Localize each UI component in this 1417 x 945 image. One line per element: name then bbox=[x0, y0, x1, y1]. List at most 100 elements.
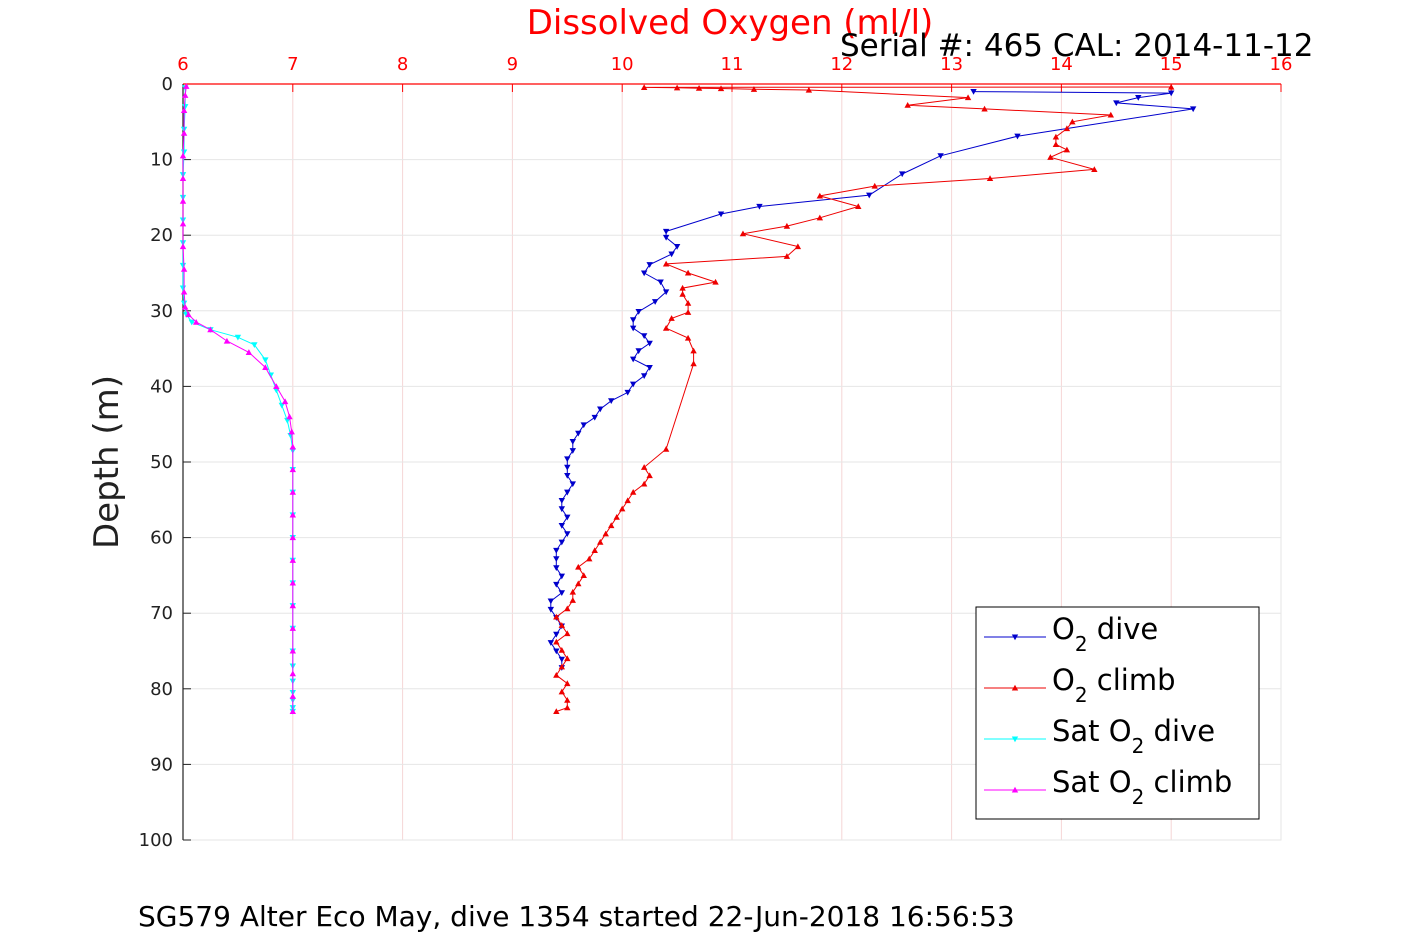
x-tick-label-0: 6 bbox=[177, 54, 188, 75]
y-tick-label-4: 40 bbox=[150, 376, 173, 397]
data-point-sat-climb-28 bbox=[179, 197, 187, 204]
data-point-o2-climb-36 bbox=[668, 315, 675, 321]
data-point-o2-climb-50 bbox=[816, 192, 824, 199]
data-point-o2-dive-46 bbox=[558, 522, 566, 529]
data-point-sat-climb-5 bbox=[289, 602, 296, 609]
data-point-o2-dive-31 bbox=[608, 398, 615, 404]
data-point-o2-dive-4 bbox=[1189, 106, 1197, 113]
y-axis-label: Depth (m) bbox=[87, 375, 127, 549]
data-point-sat-climb-11 bbox=[289, 466, 296, 473]
data-point-sat-dive-19 bbox=[278, 402, 286, 409]
data-point-o2-climb-63 bbox=[964, 94, 972, 101]
data-point-sat-dive-8 bbox=[179, 262, 187, 269]
data-point-o2-climb-52 bbox=[986, 175, 994, 182]
data-point-o2-climb-67 bbox=[695, 84, 703, 91]
legend-marker-o2-dive bbox=[1011, 634, 1019, 641]
data-point-o2-climb-13 bbox=[564, 605, 571, 612]
data-point-o2-climb-35 bbox=[662, 324, 670, 331]
data-point-o2-climb-64 bbox=[805, 86, 813, 93]
data-point-o2-dive-36 bbox=[569, 439, 576, 445]
data-point-o2-climb-31 bbox=[662, 445, 670, 452]
data-point-o2-dive-50 bbox=[553, 556, 560, 562]
y-tick-label-10: 100 bbox=[139, 830, 173, 851]
x-tick-label-1: 7 bbox=[287, 54, 298, 75]
data-point-sat-dive-12 bbox=[188, 319, 195, 326]
data-point-sat-climb-26 bbox=[179, 243, 187, 250]
y-tick-label-7: 70 bbox=[150, 603, 173, 624]
axes: 6 7 8 9 10 11 12 13 14 15 16 0 10 20 30 40 50 60 70 80 90 100 bbox=[139, 54, 1293, 851]
data-point-o2-dive-33 bbox=[591, 414, 598, 421]
legend-label-sat-dive: Sat O2 dive bbox=[1052, 714, 1215, 758]
data-point-o2-dive-59 bbox=[553, 631, 560, 638]
x-tick-label-8: 14 bbox=[1050, 54, 1073, 75]
legend-entry-o2-dive: O2 dive bbox=[984, 612, 1158, 656]
y-tick-label-2: 20 bbox=[150, 225, 173, 246]
data-point-o2-climb-40 bbox=[679, 284, 686, 291]
data-point-sat-climb-17 bbox=[262, 364, 269, 371]
data-point-o2-climb-70 bbox=[1168, 83, 1175, 90]
y-tick-label-1: 10 bbox=[150, 150, 173, 171]
series-layer bbox=[179, 83, 1197, 715]
data-point-o2-dive-35 bbox=[575, 430, 582, 437]
data-point-o2-climb-47 bbox=[783, 222, 791, 229]
data-point-o2-climb-62 bbox=[904, 101, 911, 108]
data-point-sat-dive-16 bbox=[262, 357, 269, 364]
data-point-o2-climb-19 bbox=[586, 555, 593, 562]
legend-label-o2-dive: O2 dive bbox=[1052, 612, 1158, 656]
data-point-sat-dive-10 bbox=[180, 300, 188, 307]
data-point-o2-dive-21 bbox=[629, 317, 637, 324]
data-point-o2-climb-6 bbox=[558, 663, 566, 670]
data-point-sat-climb-29 bbox=[179, 175, 187, 182]
x-tick-label-6: 12 bbox=[830, 54, 853, 75]
x-tick-label-7: 13 bbox=[940, 54, 963, 75]
data-point-o2-climb-69 bbox=[640, 84, 648, 90]
data-point-o2-dive-16 bbox=[640, 270, 648, 277]
data-point-o2-dive-37 bbox=[569, 448, 576, 454]
data-point-o2-dive-3 bbox=[1113, 100, 1120, 107]
data-point-o2-climb-2 bbox=[564, 696, 571, 703]
data-point-o2-dive-20 bbox=[635, 308, 642, 315]
data-point-sat-climb-25 bbox=[180, 266, 188, 272]
serial-cal-label: Serial #: 465 CAL: 2014-11-12 bbox=[840, 28, 1313, 64]
data-point-o2-climb-21 bbox=[597, 538, 604, 545]
data-point-o2-dive-22 bbox=[629, 325, 637, 332]
data-point-o2-dive-13 bbox=[673, 243, 681, 250]
data-point-o2-climb-3 bbox=[558, 688, 566, 695]
data-point-o2-dive-11 bbox=[662, 228, 670, 235]
data-point-sat-climb-30 bbox=[179, 152, 187, 159]
series-sat-dive bbox=[179, 85, 296, 715]
dive-footer-label: SG579 Alter Eco May, dive 1354 started 2… bbox=[138, 900, 1015, 933]
data-point-sat-dive-20 bbox=[284, 417, 291, 424]
data-point-o2-climb-1 bbox=[564, 704, 571, 711]
data-point-o2-dive-19 bbox=[651, 299, 659, 305]
data-point-sat-climb-18 bbox=[245, 349, 253, 355]
data-point-o2-climb-42 bbox=[684, 269, 692, 276]
data-point-o2-climb-16 bbox=[575, 580, 582, 587]
data-point-sat-climb-12 bbox=[289, 443, 296, 450]
data-point-o2-dive-34 bbox=[580, 422, 587, 429]
x-tick-label-10: 16 bbox=[1270, 54, 1293, 75]
legend-label-sat-climb: Sat O2 climb bbox=[1052, 765, 1232, 809]
legend-marker-sat-dive bbox=[1011, 736, 1019, 743]
data-point-o2-climb-45 bbox=[794, 243, 802, 250]
series-line-sat-climb bbox=[182, 86, 294, 712]
data-point-o2-climb-4 bbox=[564, 680, 571, 687]
y-tick-label-0: 0 bbox=[162, 74, 173, 95]
data-point-o2-dive-24 bbox=[646, 340, 653, 347]
series-line-sat-dive bbox=[182, 87, 294, 712]
data-point-o2-climb-30 bbox=[640, 464, 648, 470]
data-point-o2-dive-25 bbox=[635, 348, 642, 355]
series-o2-climb bbox=[553, 83, 1175, 715]
data-point-sat-climb-32 bbox=[180, 107, 188, 114]
data-point-o2-climb-53 bbox=[1091, 166, 1098, 172]
data-point-o2-climb-18 bbox=[575, 563, 582, 570]
data-point-sat-climb-34 bbox=[183, 83, 190, 89]
series-sat-climb bbox=[179, 83, 296, 715]
legend-entry-o2-climb: O2 climb bbox=[984, 663, 1176, 707]
data-point-o2-dive-43 bbox=[558, 497, 566, 504]
x-tick-label-3: 9 bbox=[507, 54, 518, 75]
data-point-o2-climb-37 bbox=[684, 309, 692, 315]
data-point-o2-climb-54 bbox=[1047, 154, 1054, 160]
data-point-sat-climb-33 bbox=[181, 92, 189, 98]
data-point-o2-climb-26 bbox=[624, 497, 631, 504]
